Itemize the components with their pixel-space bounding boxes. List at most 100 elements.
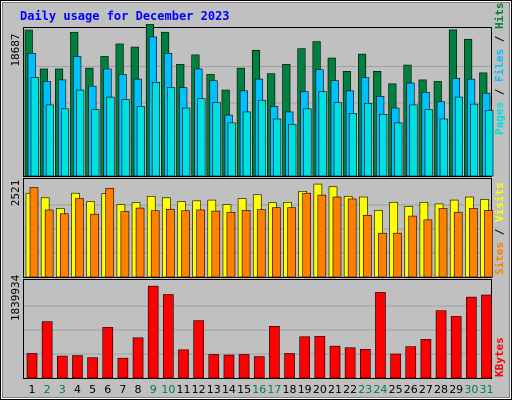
kbytes-bar bbox=[41, 321, 53, 379]
kbytes-bar bbox=[147, 285, 159, 379]
legend-pages: Pages bbox=[493, 102, 506, 135]
sites-bar bbox=[484, 210, 493, 278]
sites-bar bbox=[226, 211, 236, 278]
sites-bar bbox=[332, 196, 342, 278]
kbytes-bar bbox=[450, 316, 462, 379]
x-axis-day-label: 23 bbox=[358, 383, 372, 396]
pages-bar bbox=[363, 103, 373, 177]
sites-bar bbox=[196, 209, 205, 278]
pages-bar bbox=[257, 99, 267, 177]
sites-bar bbox=[378, 232, 387, 278]
x-axis-day-label: 22 bbox=[343, 383, 357, 396]
chart-title: Daily usage for December 2023 bbox=[20, 9, 230, 23]
kbytes-bar bbox=[253, 356, 265, 379]
pages-bar bbox=[394, 122, 403, 177]
pages-bar bbox=[303, 108, 312, 177]
kbytes-bar bbox=[163, 294, 174, 379]
x-axis-day-label: 13 bbox=[207, 383, 221, 396]
kbytes-bar bbox=[359, 349, 371, 379]
sites-bar bbox=[317, 194, 327, 278]
sites-bar bbox=[287, 207, 296, 278]
pages-bar bbox=[151, 81, 160, 177]
pages-bar bbox=[485, 110, 494, 177]
pages-bar bbox=[409, 104, 418, 177]
pages-bar bbox=[288, 124, 297, 177]
x-axis-day-label: 9 bbox=[150, 383, 157, 396]
kbytes-bar bbox=[314, 335, 326, 379]
kbytes-bar bbox=[299, 336, 311, 379]
pages-bar bbox=[242, 111, 251, 177]
x-axis-day-label: 20 bbox=[313, 383, 327, 396]
hits-ymax-label: 18687 bbox=[9, 33, 22, 66]
pages-bar bbox=[439, 118, 448, 177]
x-axis-day-label: 10 bbox=[161, 383, 175, 396]
pages-bar bbox=[454, 96, 464, 177]
sites-bar bbox=[256, 209, 266, 278]
x-axis-day-label: 28 bbox=[434, 383, 448, 396]
pages-bar bbox=[470, 103, 479, 177]
sites-bar bbox=[453, 211, 463, 278]
visits-ymax-label: 2521 bbox=[9, 180, 22, 207]
pages-bar bbox=[136, 106, 145, 177]
kbytes-bar bbox=[390, 353, 401, 379]
chart-marks bbox=[24, 24, 494, 379]
sites-bar bbox=[302, 192, 312, 278]
x-axis-day-label: 12 bbox=[192, 383, 206, 396]
pages-bar bbox=[227, 122, 236, 177]
kbytes-bar bbox=[466, 296, 477, 379]
pages-bar bbox=[182, 107, 191, 177]
kbytes-bar bbox=[193, 320, 204, 379]
sites-bar bbox=[408, 215, 418, 278]
kbytes-bar bbox=[405, 346, 417, 379]
pages-bar bbox=[197, 98, 206, 177]
kbytes-bar bbox=[102, 327, 114, 379]
x-axis-day-label: 19 bbox=[298, 383, 312, 396]
kbytes-ymax-label: 1839934 bbox=[9, 274, 22, 321]
legend-hits: Hits bbox=[493, 3, 506, 30]
x-axis-day-label: 16 bbox=[252, 383, 266, 396]
sites-bar bbox=[272, 207, 281, 278]
x-axis-day-label: 25 bbox=[389, 383, 403, 396]
kbytes-bar bbox=[117, 357, 129, 379]
kbytes-bar bbox=[132, 337, 144, 379]
x-axis-labels: 1 2 3 4 5 6 7 8 9 10 11 12 13 14 15 16 17 18 19 20 21 22 23 24 2… bbox=[29, 383, 494, 396]
sites-bar bbox=[90, 213, 99, 278]
pages-bar bbox=[212, 102, 221, 177]
legend-sites: Sites bbox=[493, 242, 506, 275]
x-axis-day-label: 29 bbox=[449, 383, 463, 396]
sites-bar bbox=[29, 187, 39, 278]
panel-hits-frame bbox=[23, 27, 492, 177]
sites-bar bbox=[120, 211, 130, 278]
kbytes-legend: KBytes bbox=[493, 337, 506, 377]
pages-bar bbox=[273, 118, 282, 177]
x-axis-day-label: 6 bbox=[104, 383, 111, 396]
kbytes-bar bbox=[26, 353, 38, 379]
sites-bar bbox=[362, 215, 372, 278]
pages-bar bbox=[45, 104, 54, 177]
sites-bar bbox=[393, 232, 402, 278]
x-axis-day-label: 11 bbox=[177, 383, 191, 396]
sites-bar bbox=[211, 210, 221, 278]
legend-sep-1: / bbox=[493, 82, 506, 102]
pages-bar bbox=[30, 77, 39, 177]
pages-bar bbox=[318, 91, 327, 177]
x-axis-day-label: 4 bbox=[74, 383, 81, 396]
kbytes-bar bbox=[420, 339, 432, 379]
sites-bar bbox=[44, 209, 54, 278]
pages-bar bbox=[167, 87, 176, 177]
x-axis-day-label: 27 bbox=[419, 383, 433, 396]
pages-bar bbox=[424, 109, 433, 177]
pages-bar bbox=[106, 96, 115, 177]
kbytes-bar bbox=[435, 310, 447, 379]
sites-bar bbox=[135, 207, 145, 278]
sites-bar bbox=[75, 198, 84, 278]
kbytes-bar bbox=[223, 354, 235, 379]
pages-bar bbox=[121, 99, 130, 177]
x-axis-day-label: 30 bbox=[464, 383, 478, 396]
kbytes-bar bbox=[329, 345, 341, 379]
kbytes-bar bbox=[344, 347, 356, 379]
sites-bar bbox=[347, 198, 357, 278]
